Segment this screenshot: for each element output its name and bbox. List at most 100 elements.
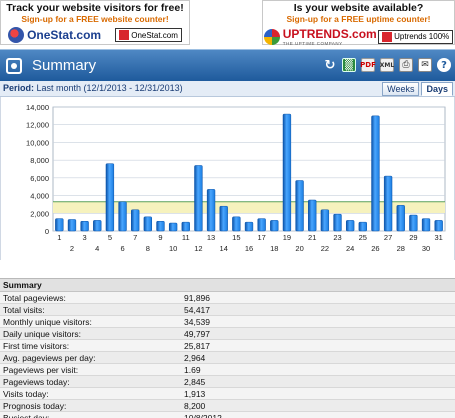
uptrends-logo-icon <box>263 28 280 45</box>
bar <box>206 189 216 232</box>
period-label: Period: <box>3 83 35 93</box>
x-tick-label: 10 <box>169 244 177 253</box>
x-tick-label: 30 <box>422 244 430 253</box>
excel-icon[interactable]: ▒ <box>342 58 356 72</box>
table-row: Monthly unique visitors: 34,539 <box>0 316 455 328</box>
x-tick-label: 17 <box>257 233 265 242</box>
ad-title: Is your website available? <box>293 2 424 14</box>
x-tick-label: 23 <box>333 233 341 242</box>
onestat-badge-text: OneStat.com <box>131 30 178 40</box>
x-tick-label: 25 <box>359 233 367 242</box>
onestat-logo[interactable]: OneStat.com <box>8 27 101 43</box>
mail-icon[interactable]: ✉ <box>418 58 432 72</box>
row-label: Pageviews per visit: <box>3 365 79 375</box>
bar <box>55 218 64 232</box>
ad-subtitle[interactable]: Sign-up for a FREE uptime counter! <box>286 14 431 24</box>
period-tabs: Weeks Days <box>382 82 453 96</box>
table-row: Pageviews per visit: 1.69 <box>0 364 455 376</box>
x-tick-label: 4 <box>95 244 99 253</box>
row-label: Total visits: <box>3 305 45 315</box>
row-value: 1,913 <box>184 389 206 399</box>
x-tick-label: 6 <box>120 244 124 253</box>
ad-title: Track your website visitors for free! <box>6 2 184 14</box>
x-tick-label: 31 <box>435 233 443 242</box>
bar <box>383 175 393 232</box>
refresh-icon[interactable]: ↻ <box>324 57 336 73</box>
table-row: Visits today: 1,913 <box>0 388 455 400</box>
x-tick-label: 7 <box>133 233 137 242</box>
toolbar: ↻ ▒ PDF XML ⎙ ✉ ? <box>323 57 451 73</box>
onestat-badge-icon <box>119 30 130 40</box>
bar <box>409 214 418 232</box>
row-value: 49,797 <box>184 329 210 339</box>
x-tick-label: 9 <box>158 233 162 242</box>
y-tick-label: 10,000 <box>26 138 49 147</box>
bar <box>396 205 405 232</box>
uptrends-badge[interactable]: Uptrends 100% <box>378 29 454 44</box>
bar <box>358 221 367 232</box>
table-row: Daily unique visitors: 49,797 <box>0 328 455 340</box>
average-band <box>53 201 445 214</box>
bar <box>118 201 127 232</box>
x-tick-label: 26 <box>371 244 379 253</box>
bar <box>168 222 178 232</box>
period-bar: Period: Last month (12/1/2013 - 12/31/20… <box>0 81 455 97</box>
row-value: 25,817 <box>184 341 210 351</box>
x-tick-label: 2 <box>70 244 74 253</box>
ad-subtitle[interactable]: Sign-up for a FREE website counter! <box>21 14 169 24</box>
x-tick-label: 13 <box>207 233 215 242</box>
uptrends-logo-tagline: THE UPTIME COMPANY <box>282 41 343 46</box>
row-label: Avg. pageviews per day: <box>3 353 96 363</box>
summary-table: Summary Total pageviews: 91,896 Total visi… <box>0 278 455 418</box>
xml-icon[interactable]: XML <box>380 58 394 72</box>
x-tick-label: 21 <box>308 233 316 242</box>
bar <box>105 163 115 232</box>
bar <box>371 115 380 232</box>
uptrends-badge-text: Uptrends 100% <box>394 32 450 41</box>
daily-chart: 0 2,000 4,000 6,000 8,000 10,000 12,000 14,000 1… <box>0 97 455 260</box>
table-row: Avg. pageviews per day: 2,964 <box>0 352 455 364</box>
uptrends-badge-icon <box>382 31 393 42</box>
ad-onestat[interactable]: Track your website visitors for free! Si… <box>0 0 190 45</box>
bar <box>194 165 203 232</box>
row-label: Pageviews today: <box>3 377 70 387</box>
uptrends-logo[interactable]: UPTRENDS.com THE UPTIME COMPANY <box>263 27 377 46</box>
row-value: 34,539 <box>184 317 210 327</box>
onestat-badge[interactable]: OneStat.com <box>115 28 182 42</box>
bar <box>181 221 190 232</box>
ad-uptrends[interactable]: Is your website available? Sign-up for a… <box>262 0 455 46</box>
row-label: Total pageviews: <box>3 293 66 303</box>
bar <box>282 113 292 232</box>
row-label: Busiest day: <box>3 413 50 418</box>
y-tick-label: 6,000 <box>30 174 49 183</box>
x-tick-label: 27 <box>384 233 392 242</box>
table-row: Total pageviews: 91,896 <box>0 292 455 304</box>
print-icon[interactable]: ⎙ <box>399 58 413 72</box>
table-row: Pageviews today: 2,845 <box>0 376 455 388</box>
bar <box>257 218 266 232</box>
bar <box>156 221 165 232</box>
y-tick-label: 2,000 <box>30 209 49 218</box>
row-label: Daily unique visitors: <box>3 329 81 339</box>
bar <box>219 205 228 232</box>
row-value: 54,417 <box>184 305 210 315</box>
bar <box>270 220 279 232</box>
bar <box>93 220 102 232</box>
x-tick-label: 19 <box>283 233 291 242</box>
x-tick-label: 16 <box>245 244 253 253</box>
bar <box>67 219 77 232</box>
help-icon[interactable]: ? <box>437 58 451 72</box>
period-value: Last month (12/1/2013 - 12/31/2013) <box>36 83 183 93</box>
pdf-icon[interactable]: PDF <box>360 58 376 72</box>
y-tick-label: 14,000 <box>26 103 49 112</box>
onestat-logo-icon <box>8 27 25 43</box>
table-row: First time visitors: 25,817 <box>0 340 455 352</box>
x-tick-label: 14 <box>220 244 228 253</box>
table-row: Total visits: 54,417 <box>0 304 455 316</box>
row-value: 1.69 <box>184 365 201 375</box>
tab-weeks[interactable]: Weeks <box>382 82 420 96</box>
x-tick-label: 1 <box>57 233 61 242</box>
tab-days[interactable]: Days <box>421 82 453 96</box>
table-row: Busiest day: 10/8/2012 <box>0 412 455 418</box>
table-row: Prognosis today: 8,200 <box>0 400 455 412</box>
